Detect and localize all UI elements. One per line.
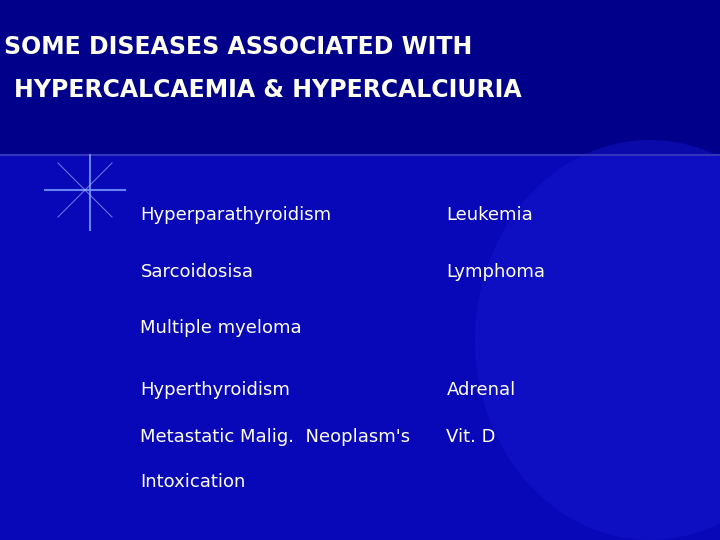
Bar [0, 0, 720, 155]
Text: Hyperthyroidism: Hyperthyroidism [140, 381, 290, 399]
Text: Vit. D: Vit. D [446, 428, 496, 446]
Text: Hyperparathyroidism: Hyperparathyroidism [140, 206, 331, 224]
Bar [0, 155, 720, 540]
Text: HYPERCALCAEMIA & HYPERCALCIURIA: HYPERCALCAEMIA & HYPERCALCIURIA [14, 78, 521, 102]
Text: Multiple myeloma: Multiple myeloma [140, 319, 302, 337]
Text: Leukemia: Leukemia [446, 206, 533, 224]
Text: SOME DISEASES ASSOCIATED WITH: SOME DISEASES ASSOCIATED WITH [4, 35, 472, 59]
Text: Metastatic Malig.  Neoplasm's: Metastatic Malig. Neoplasm's [140, 428, 410, 446]
Text: Adrenal: Adrenal [446, 381, 516, 399]
Text: Sarcoidosisa: Sarcoidosisa [140, 263, 253, 281]
Ellipse shape [475, 140, 720, 540]
Text: Intoxication: Intoxication [140, 473, 246, 491]
Text: Lymphoma: Lymphoma [446, 263, 546, 281]
